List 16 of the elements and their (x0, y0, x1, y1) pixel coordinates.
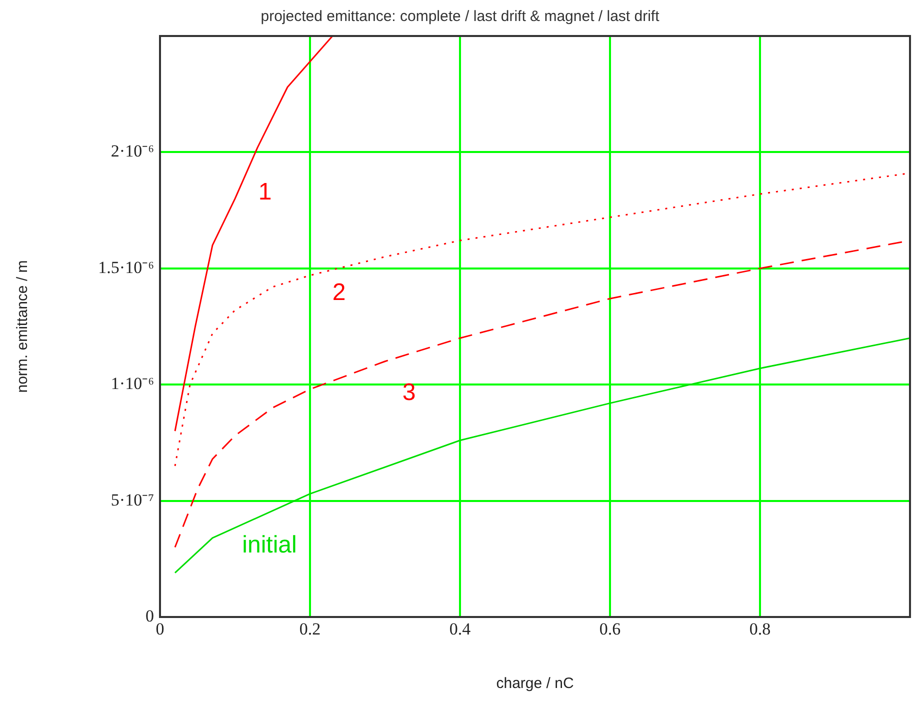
y-tick-label: 0 (146, 606, 154, 626)
series-label: 3 (402, 378, 416, 406)
x-axis-title: charge / nC (496, 675, 574, 692)
y-tick-label: 1.5·10⁻⁶ (98, 258, 154, 277)
y-axis-title: norm. emittance / m (14, 260, 32, 393)
chart-title: projected emittance: complete / last drift & magnet / last drift (260, 8, 660, 26)
series-label: initial (242, 532, 297, 559)
y-tick-label: 5·10⁻⁷ (110, 490, 154, 510)
x-tick-label: 0.6 (599, 620, 621, 639)
y-tick-label: 1·10⁻⁶ (110, 374, 154, 394)
x-tick-label: 0.2 (299, 620, 321, 639)
x-tick-label: 0.8 (749, 620, 771, 639)
series-label: 2 (332, 278, 346, 306)
x-tick-label: 0.4 (449, 620, 472, 639)
y-tick-label: 2·10⁻⁶ (110, 142, 154, 161)
series-label: 1 (258, 178, 272, 206)
